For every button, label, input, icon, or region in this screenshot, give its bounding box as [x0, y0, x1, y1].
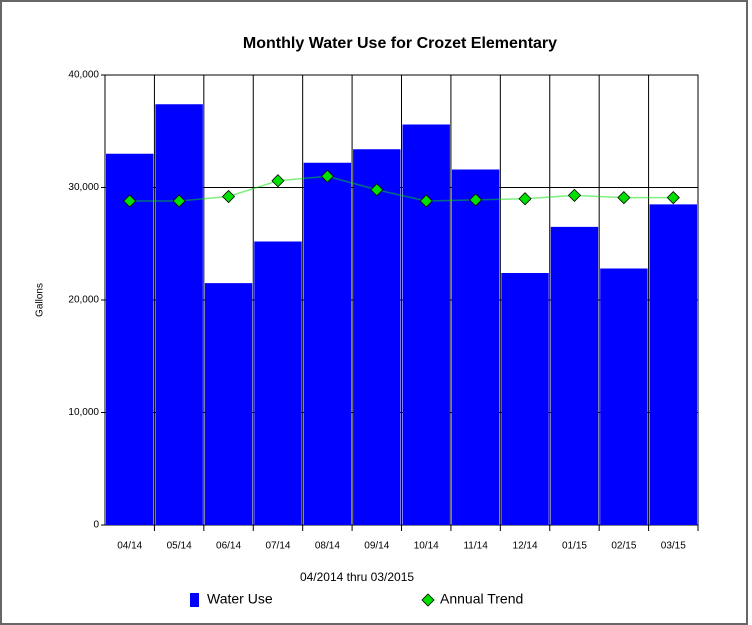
bar [254, 241, 302, 525]
x-tick-label: 02/15 [611, 541, 636, 552]
y-tick-label: 10,000 [68, 407, 99, 418]
bar [303, 162, 352, 525]
x-tick-label: 11/14 [463, 541, 488, 552]
bar [155, 104, 203, 525]
x-tick-label: 06/14 [216, 541, 241, 552]
bar [204, 283, 253, 525]
x-tick-label: 04/14 [117, 541, 142, 552]
x-tick-label: 01/15 [562, 541, 587, 552]
y-tick-label: 0 [93, 520, 99, 531]
bar [600, 268, 648, 525]
bar [353, 149, 401, 525]
x-tick-label: 03/15 [661, 541, 686, 552]
trend-marker [518, 192, 532, 206]
bar [649, 204, 697, 525]
trend-marker [271, 174, 285, 188]
y-tick-label: 30,000 [68, 182, 99, 193]
x-tick-label: 07/14 [265, 541, 290, 552]
legend-swatch [421, 593, 435, 607]
chart-title: Monthly Water Use for Crozet Elementary [243, 35, 557, 52]
x-axis-title: 04/2014 thru 03/2015 [300, 570, 414, 584]
trend-marker [567, 188, 582, 202]
legend-swatch [190, 593, 199, 607]
trend-marker [123, 194, 137, 208]
x-tick-label: 10/14 [414, 541, 439, 552]
legend-label: Water Use [207, 591, 273, 607]
trend-marker [221, 189, 236, 204]
bar [451, 169, 500, 525]
bar [402, 124, 450, 525]
bar [550, 226, 599, 525]
bar [501, 273, 549, 525]
trend-marker [617, 191, 631, 205]
x-tick-label: 08/14 [315, 541, 340, 552]
y-tick-label: 20,000 [68, 295, 99, 306]
bar [106, 153, 154, 525]
trend-marker [320, 169, 334, 183]
x-tick-label: 12/14 [513, 541, 538, 552]
x-tick-label: 05/14 [167, 541, 192, 552]
y-tick-label: 40,000 [68, 70, 99, 81]
trend-marker [469, 193, 483, 207]
trend-marker [419, 194, 433, 208]
y-axis-title: Gallons [35, 283, 46, 317]
x-tick-label: 09/14 [364, 541, 389, 552]
legend-label: Annual Trend [440, 591, 523, 607]
trend-marker [172, 194, 186, 208]
trend-marker [370, 183, 384, 197]
trend-line [129, 175, 674, 202]
trend-marker [666, 191, 680, 205]
